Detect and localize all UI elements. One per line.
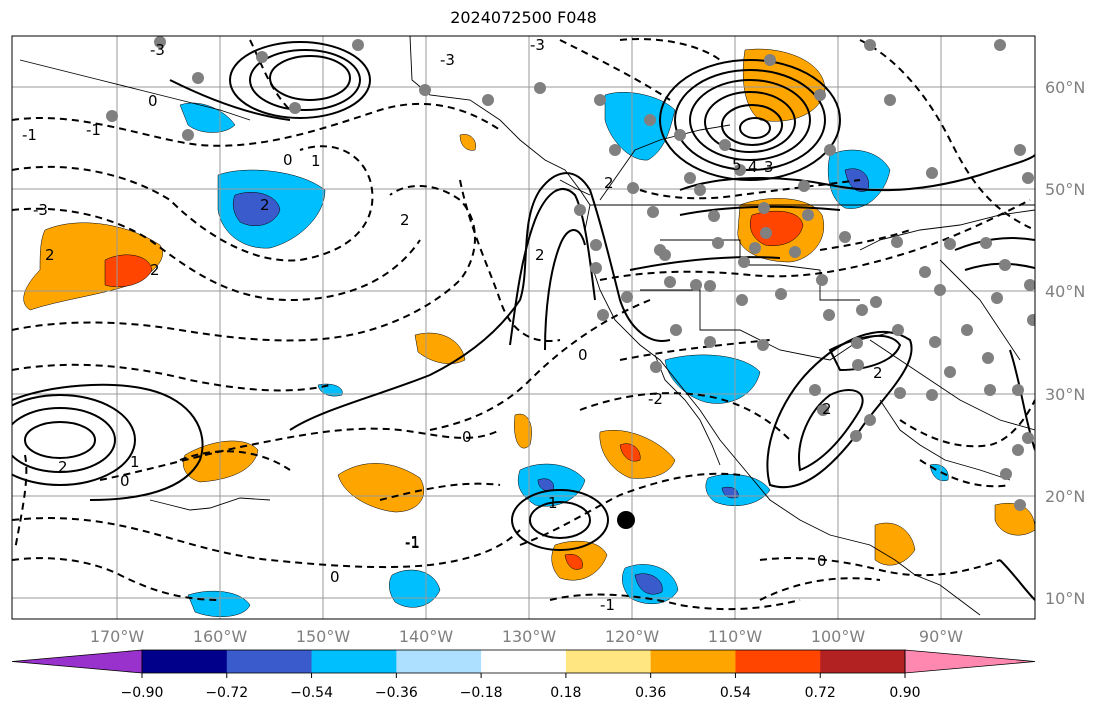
positive-anomaly-area	[23, 222, 163, 311]
map-title: 2024072500 F048	[450, 8, 597, 27]
contour-label: 0	[578, 346, 588, 364]
lon-label: 150°W	[296, 627, 351, 646]
negative-anomaly-core	[721, 486, 739, 499]
colorbar-border	[141, 649, 906, 674]
negative-anomaly-area	[705, 473, 771, 507]
storm-center-marker	[617, 511, 635, 529]
latitude-labels: 60°N 50°N 40°N 30°N 20°N 10°N	[1045, 78, 1085, 608]
contour-label: -3	[440, 51, 455, 69]
negative-anomaly-core	[634, 573, 663, 595]
solid-contours	[12, 41, 1035, 601]
colorbar-tick-label: 0.90	[889, 685, 920, 701]
contour-label: 0	[120, 472, 130, 490]
contour-label: 0	[330, 568, 340, 586]
lon-label: 100°W	[811, 627, 866, 646]
contour-label: 0	[462, 428, 472, 446]
negative-anomaly-core	[232, 192, 281, 226]
contour-label: 1	[548, 494, 558, 512]
lon-label: 130°W	[502, 627, 557, 646]
contour-label: 1	[130, 453, 140, 471]
colorbar-bin	[311, 650, 397, 673]
positive-anomaly-area	[514, 413, 532, 449]
lon-label: 170°W	[90, 627, 145, 646]
contour-label: -1	[405, 533, 420, 551]
contour-label: -3	[530, 36, 545, 54]
contour-label: 0	[148, 92, 158, 110]
contour-label: 1	[311, 152, 321, 170]
longitude-labels: 170°W 160°W 150°W 140°W 130°W 120°W 110°…	[90, 627, 963, 646]
positive-anomaly-area	[337, 463, 425, 513]
positive-anomaly-area	[994, 503, 1035, 536]
lat-label: 10°N	[1045, 589, 1085, 608]
colorbar-extend-high	[904, 649, 1036, 674]
colorbar-tick-label: −0.72	[205, 685, 248, 701]
colorbar-extend-low	[11, 649, 143, 674]
contour-label: -1	[600, 596, 615, 614]
contour-label: -1	[22, 126, 37, 144]
lon-label: 90°W	[919, 627, 963, 646]
contour-label: 4	[748, 158, 758, 176]
positive-anomaly-area	[459, 134, 476, 151]
contour-label: 3	[764, 158, 774, 176]
contour-label: 5	[732, 156, 742, 174]
contour-label: 2	[260, 196, 270, 214]
negative-anomaly-area	[179, 102, 236, 133]
colorbar-bin	[650, 650, 736, 673]
plot-border	[11, 35, 1036, 620]
contour-label: -2	[648, 390, 663, 408]
positive-anomaly-area	[874, 522, 916, 566]
contour-label: 2	[58, 458, 68, 476]
colorbar: −0.90 −0.72 −0.54 −0.36 −0.18 0.18 0.36 0.54 0.7…	[11, 649, 1036, 701]
lon-label: 110°W	[708, 627, 763, 646]
contour-label: 2	[400, 211, 410, 229]
contour-label: -1	[405, 534, 420, 552]
colorbar-bin	[396, 650, 482, 673]
colorbar-bin	[565, 650, 652, 673]
observation-dots	[106, 36, 1035, 511]
colorbar-bin	[735, 650, 821, 673]
contour-label: 2	[535, 246, 545, 264]
plot-area: -3 -3 -3 0 1 -1 0 2 2 2 2 -3 2 -2 0 1 0 …	[12, 36, 1035, 619]
lat-label: 20°N	[1045, 487, 1085, 506]
negative-anomaly-area	[604, 92, 676, 161]
colorbar-tick-label: −0.36	[375, 685, 418, 701]
colorbar-bin	[142, 650, 228, 673]
lon-label: 120°W	[605, 627, 660, 646]
dashed-contours	[12, 38, 1035, 611]
lat-label: 50°N	[1045, 180, 1085, 199]
lat-label: 40°N	[1045, 282, 1085, 301]
colorbar-bin	[481, 650, 567, 673]
colorbar-tick-label: 0.36	[635, 685, 666, 701]
contour-labels: -3 -3 -3 0 1 -1 0 2 2 2 2 -3 2 -2 0 1 0 …	[22, 36, 883, 614]
colorbar-tick-label: −0.54	[290, 685, 333, 701]
contour-label: 2	[150, 261, 160, 279]
contour-label: -1	[86, 121, 101, 139]
lat-label: 60°N	[1045, 78, 1085, 97]
lon-label: 160°W	[193, 627, 248, 646]
contour-label: 2	[873, 364, 883, 382]
colorbar-bin	[820, 650, 906, 673]
contour-label: 2	[45, 246, 55, 264]
colorbar-tick-label: 0.72	[805, 685, 836, 701]
colorbar-tick-label: 0.18	[550, 685, 581, 701]
lon-label: 140°W	[399, 627, 454, 646]
colorbar-tick-label: 0.54	[720, 685, 751, 701]
contour-label: 2	[822, 400, 832, 418]
positive-anomaly-core	[564, 554, 583, 570]
lat-label: 30°N	[1045, 385, 1085, 404]
positive-anomaly-core	[619, 443, 641, 462]
contour-label: -3	[150, 41, 165, 59]
colorbar-tick-label: −0.90	[121, 685, 164, 701]
contour-label: 2	[604, 174, 614, 192]
colorbar-bin	[226, 650, 313, 673]
colorbar-tick-label: −0.18	[460, 685, 503, 701]
contour-label: 0	[817, 552, 827, 570]
contour-label: 0	[283, 151, 293, 169]
contour-label: -3	[33, 201, 48, 219]
